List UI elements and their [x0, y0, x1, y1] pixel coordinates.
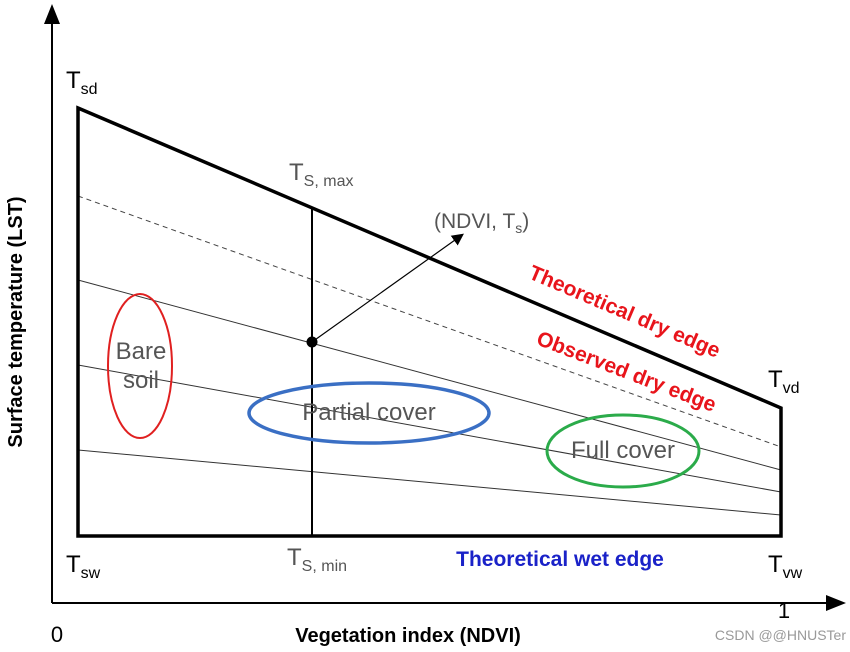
watermark: CSDN @@HNUSTer	[715, 627, 846, 643]
corner-label: Tsd	[66, 67, 98, 98]
iso-line	[77, 449, 782, 516]
partial-ellipse	[247, 381, 491, 445]
x-label: Vegetation index (NDVI)	[295, 625, 521, 647]
y-arrow	[44, 4, 60, 24]
point-arrow	[311, 233, 464, 343]
partial-label: Partial cover	[302, 399, 435, 426]
soil-label: soil	[123, 367, 159, 394]
corner-label: Tsw	[66, 551, 101, 582]
observed-dry-line	[77, 195, 782, 448]
iso-line	[77, 279, 782, 471]
corner-label: Tvd	[768, 366, 800, 397]
point-label: (NDVI, Ts)	[434, 210, 529, 236]
full-label: Full cover	[571, 437, 675, 464]
x-min: 0	[51, 622, 63, 647]
iso-line	[77, 364, 782, 493]
x-arrow	[826, 595, 846, 611]
point	[306, 336, 318, 348]
bare-soil-ellipse	[107, 293, 173, 439]
x-max: 1	[778, 598, 790, 623]
y-label: Surface temperature (LST)	[5, 196, 27, 447]
ts-max-label: TS, max	[289, 159, 353, 190]
trapezoid	[76, 105, 783, 538]
ts-min-label: TS, min	[287, 544, 347, 575]
full-ellipse	[545, 413, 701, 489]
bare-label: Bare	[116, 338, 167, 365]
corner-label: Tvw	[768, 551, 803, 582]
theoretical-wet-label: Theoretical wet edge	[456, 548, 664, 571]
